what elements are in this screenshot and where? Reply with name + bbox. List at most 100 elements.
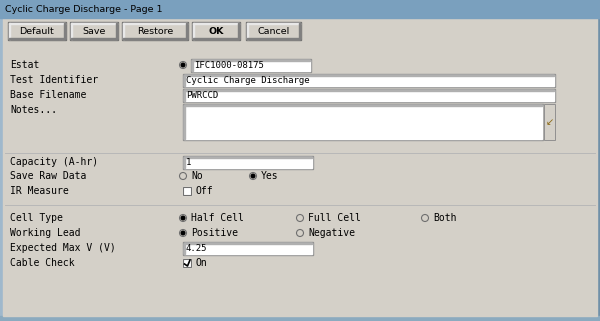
Bar bbox=[191, 59, 311, 72]
Bar bbox=[247, 23, 300, 39]
Bar bbox=[184, 105, 185, 139]
Text: Expected Max V (V): Expected Max V (V) bbox=[10, 243, 116, 253]
Circle shape bbox=[421, 214, 428, 221]
Bar bbox=[123, 23, 187, 24]
Circle shape bbox=[179, 230, 187, 237]
Text: On: On bbox=[195, 258, 207, 268]
Text: Full Cell: Full Cell bbox=[308, 213, 361, 223]
Text: Capacity (A-hr): Capacity (A-hr) bbox=[10, 157, 98, 167]
Bar bbox=[184, 105, 542, 106]
Bar bbox=[9, 23, 65, 39]
Text: Cancel: Cancel bbox=[257, 27, 290, 36]
Bar bbox=[183, 187, 191, 195]
Text: Base Filename: Base Filename bbox=[10, 90, 86, 100]
Bar bbox=[9, 23, 10, 39]
Bar bbox=[246, 22, 301, 40]
Bar bbox=[299, 23, 300, 39]
Bar bbox=[184, 243, 185, 254]
Text: Cell Type: Cell Type bbox=[10, 213, 63, 223]
Bar bbox=[0, 0, 600, 18]
Text: PWRCCD: PWRCCD bbox=[186, 91, 218, 100]
Bar bbox=[184, 90, 554, 101]
Bar bbox=[122, 22, 188, 40]
Bar bbox=[544, 104, 555, 140]
Bar bbox=[123, 23, 124, 39]
Bar bbox=[184, 243, 312, 244]
Text: Estat: Estat bbox=[10, 60, 40, 70]
Text: Save Raw Data: Save Raw Data bbox=[10, 171, 86, 181]
Bar bbox=[71, 38, 117, 39]
Text: Notes...: Notes... bbox=[10, 105, 57, 115]
Circle shape bbox=[179, 214, 187, 221]
Bar bbox=[186, 23, 187, 39]
Text: Save: Save bbox=[82, 27, 106, 36]
Text: Test Identifier: Test Identifier bbox=[10, 75, 98, 85]
Bar bbox=[183, 74, 555, 87]
Text: Cyclic Charge Discharge - Page 1: Cyclic Charge Discharge - Page 1 bbox=[5, 4, 163, 13]
Circle shape bbox=[296, 214, 304, 221]
Circle shape bbox=[250, 172, 257, 179]
Text: Half Cell: Half Cell bbox=[191, 213, 244, 223]
Bar bbox=[71, 23, 72, 39]
Bar bbox=[247, 38, 300, 39]
Bar bbox=[183, 259, 191, 267]
Bar bbox=[247, 23, 300, 24]
Text: No: No bbox=[191, 171, 203, 181]
Text: Cyclic Charge Discharge: Cyclic Charge Discharge bbox=[186, 76, 310, 85]
Bar bbox=[8, 22, 66, 40]
Text: IR Measure: IR Measure bbox=[10, 186, 69, 196]
Bar bbox=[70, 22, 118, 40]
Bar bbox=[184, 157, 312, 168]
Bar bbox=[192, 60, 310, 71]
Text: ↙: ↙ bbox=[545, 117, 554, 127]
Text: Yes: Yes bbox=[261, 171, 278, 181]
Circle shape bbox=[181, 231, 185, 235]
Bar bbox=[184, 75, 554, 76]
Bar bbox=[183, 89, 555, 102]
Bar bbox=[193, 23, 239, 24]
Bar bbox=[193, 38, 239, 39]
Bar bbox=[9, 38, 65, 39]
Text: Both: Both bbox=[433, 213, 457, 223]
Bar bbox=[184, 75, 185, 86]
Circle shape bbox=[179, 172, 187, 179]
Bar bbox=[247, 23, 248, 39]
Bar bbox=[64, 23, 65, 39]
Circle shape bbox=[181, 63, 185, 67]
Bar bbox=[597, 0, 600, 321]
Text: IFC1000-08175: IFC1000-08175 bbox=[194, 61, 264, 70]
Bar bbox=[184, 75, 554, 86]
Circle shape bbox=[179, 62, 187, 68]
Bar bbox=[0, 316, 600, 321]
Bar bbox=[184, 105, 542, 139]
Bar bbox=[71, 23, 117, 24]
Bar bbox=[183, 104, 543, 140]
Bar bbox=[193, 23, 239, 39]
Text: OK: OK bbox=[208, 27, 224, 36]
Bar bbox=[183, 187, 191, 195]
Bar bbox=[0, 0, 3, 321]
Circle shape bbox=[181, 216, 185, 220]
Bar bbox=[192, 60, 193, 71]
Bar bbox=[184, 157, 312, 158]
Circle shape bbox=[296, 230, 304, 237]
Bar bbox=[123, 23, 187, 39]
Bar bbox=[184, 90, 185, 101]
Text: Default: Default bbox=[20, 27, 55, 36]
Text: Restore: Restore bbox=[137, 27, 173, 36]
Bar bbox=[192, 60, 310, 61]
Bar bbox=[184, 243, 312, 254]
Text: Cable Check: Cable Check bbox=[10, 258, 74, 268]
Bar bbox=[183, 156, 313, 169]
Bar bbox=[544, 104, 555, 140]
Text: Working Lead: Working Lead bbox=[10, 228, 80, 238]
Bar bbox=[193, 23, 194, 39]
Bar bbox=[116, 23, 117, 39]
Bar bbox=[184, 90, 554, 91]
Bar bbox=[71, 23, 117, 39]
Bar bbox=[183, 242, 313, 255]
Bar bbox=[9, 23, 65, 24]
Bar bbox=[184, 157, 185, 168]
Bar bbox=[192, 22, 240, 40]
Text: Negative: Negative bbox=[308, 228, 355, 238]
